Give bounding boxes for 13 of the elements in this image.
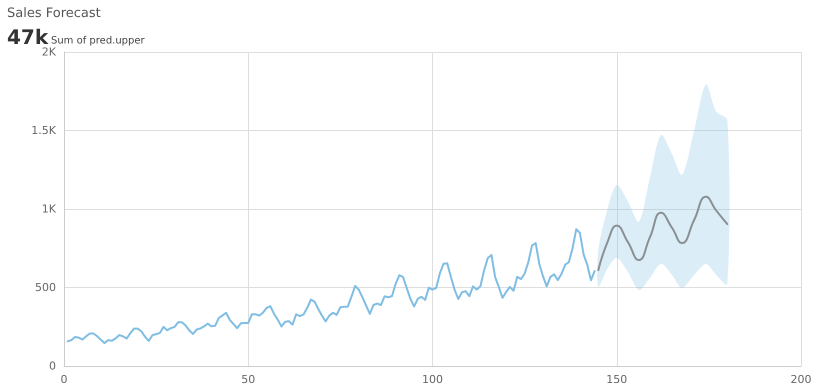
y-tick-label: 1.5K — [31, 124, 57, 137]
line-series — [66, 228, 596, 344]
y-tick-label: 0 — [49, 360, 56, 372]
x-tick-label: 100 — [422, 373, 443, 386]
x-tick-label: 0 — [60, 373, 68, 386]
y-tick-label: 1K — [42, 202, 57, 216]
x-tick-label: 50 — [241, 373, 256, 386]
chart-title: Sales Forecast — [7, 6, 101, 21]
y-tick-label: 500 — [35, 281, 56, 294]
line-series — [597, 196, 728, 272]
text: Sum of pred.upper — [51, 36, 146, 46]
x-tick-label: 200 — [790, 373, 812, 386]
x-tick-label: 150 — [606, 373, 628, 386]
